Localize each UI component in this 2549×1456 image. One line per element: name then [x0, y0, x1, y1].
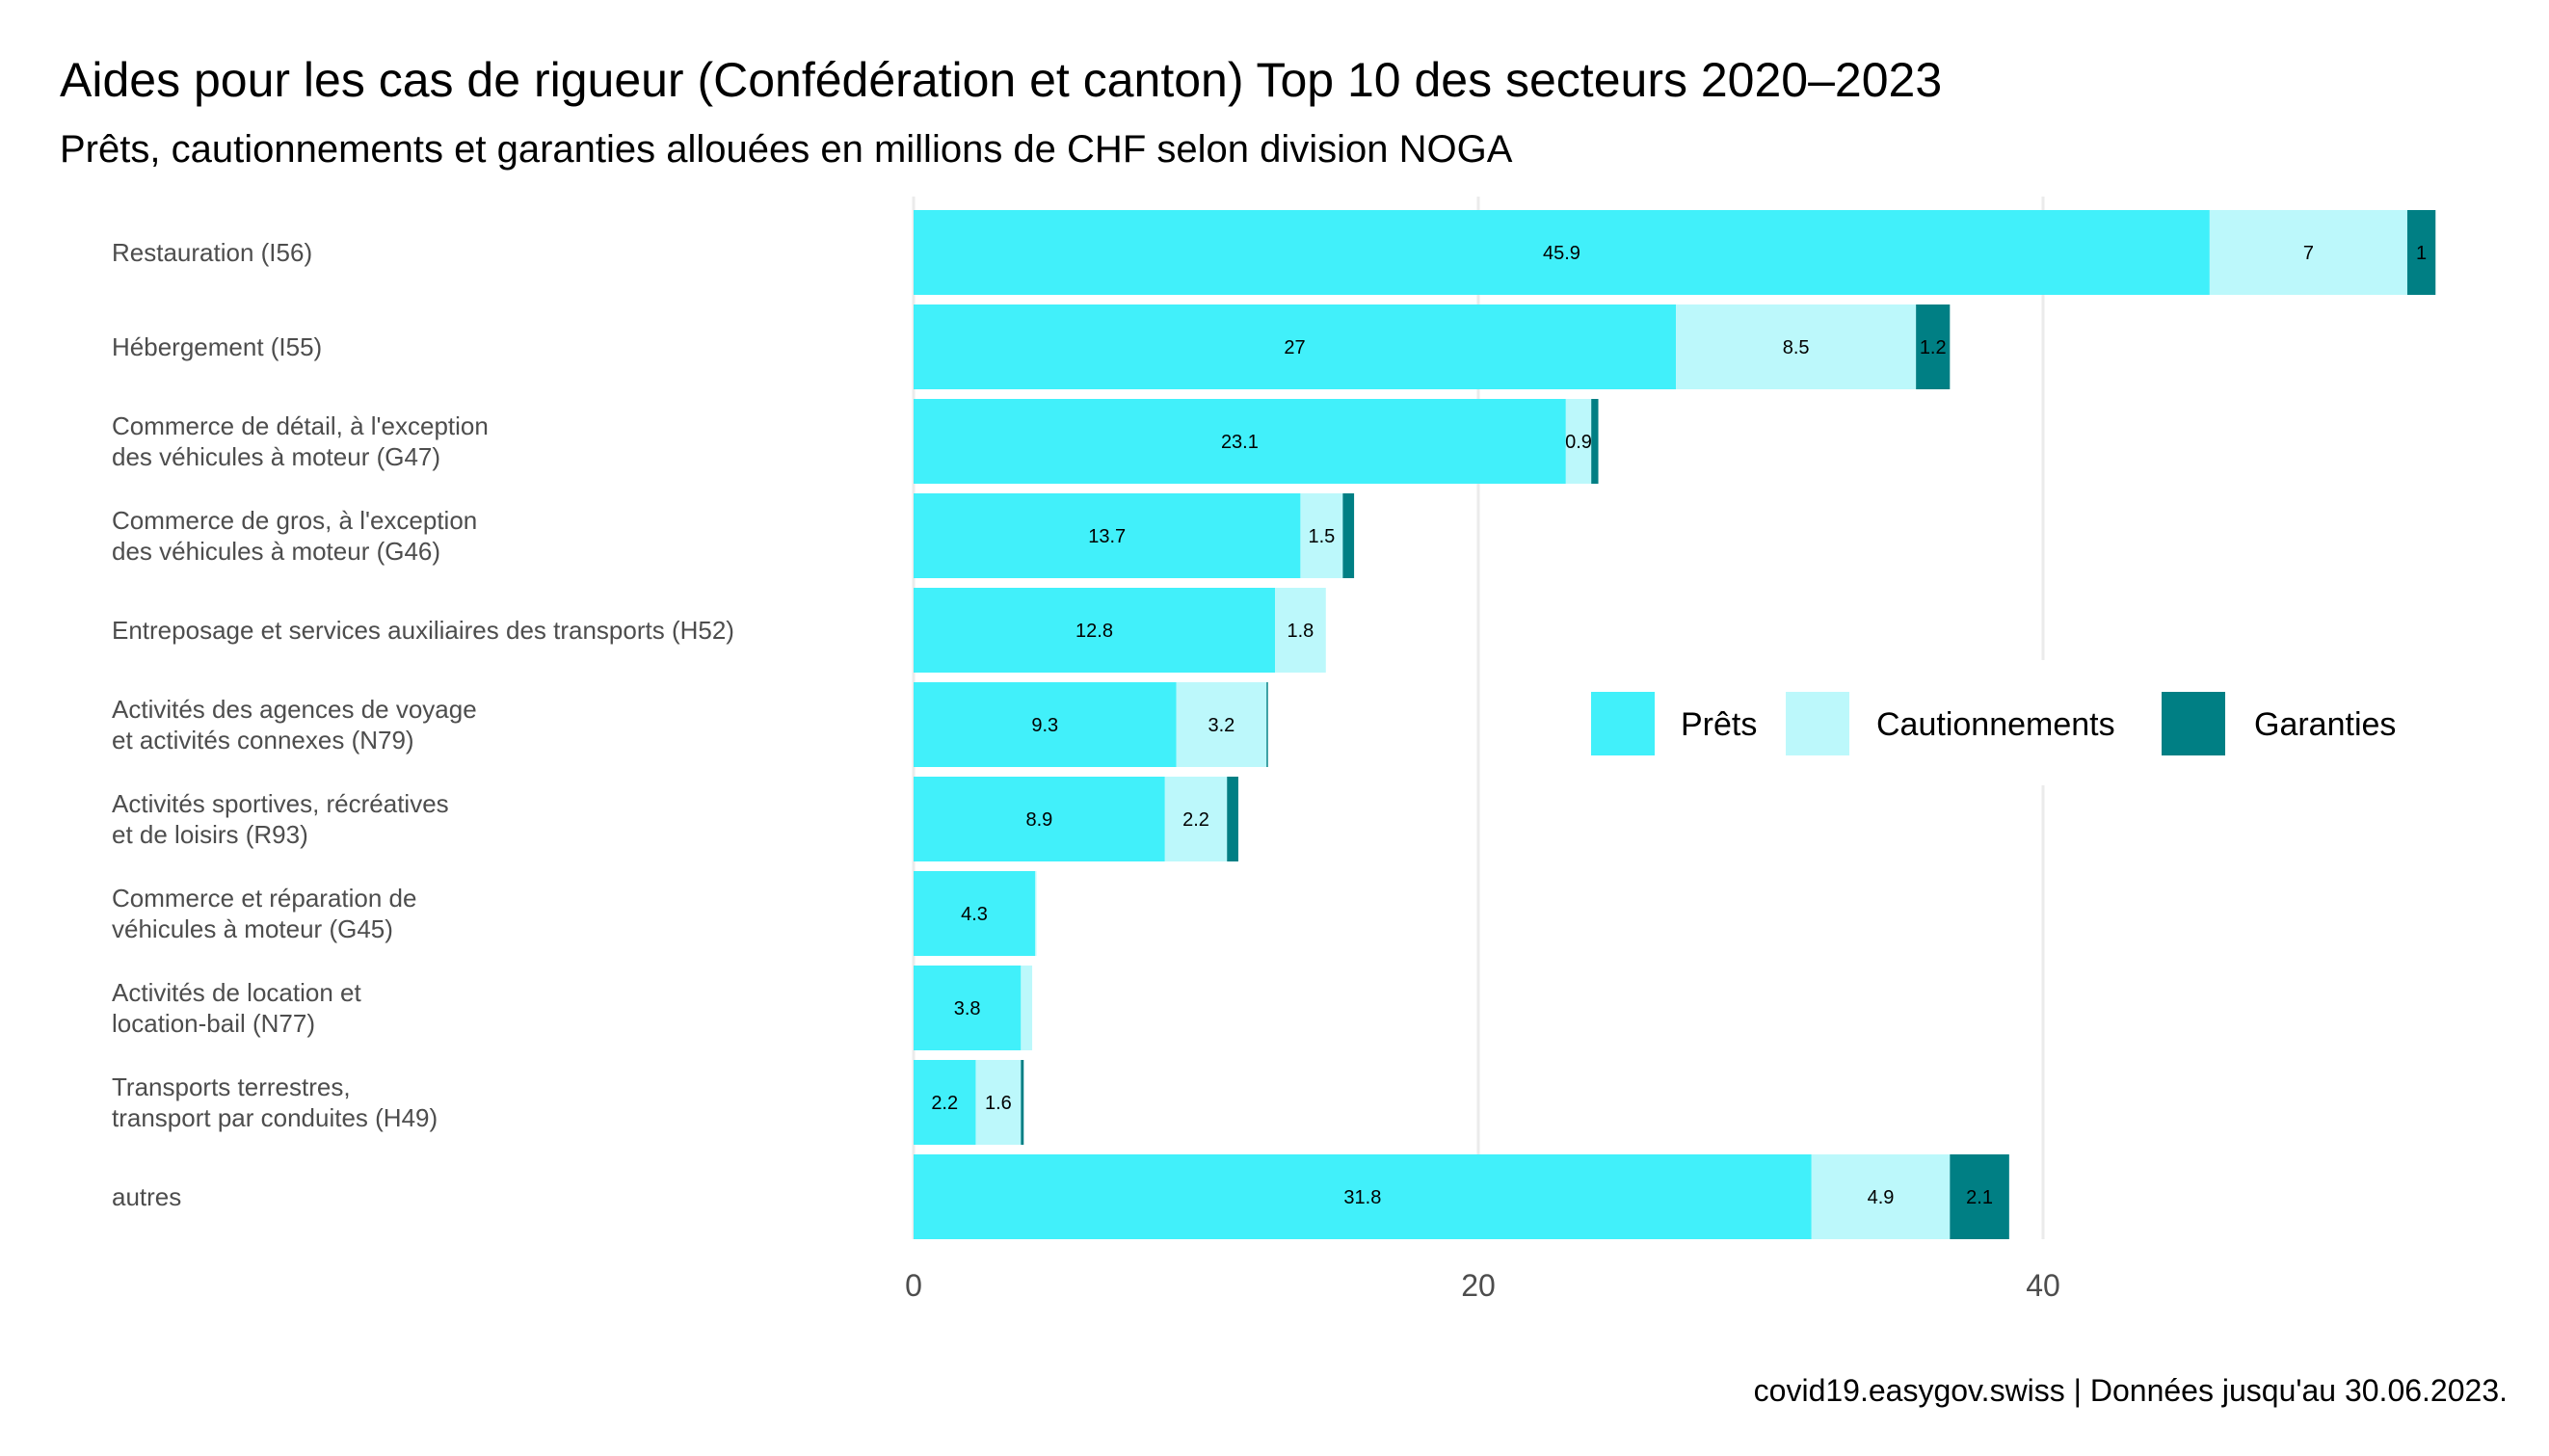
bar-1-2 [1565, 399, 1592, 484]
category-label-1: Hébergement (I55) [112, 332, 322, 361]
data-label-0-1: 27 [1284, 337, 1305, 358]
data-label-1-1: 8.5 [1783, 337, 1810, 358]
x-tick-label-1: 20 [1461, 1268, 1496, 1303]
bar-0-7 [914, 871, 1035, 956]
bar-0-10 [914, 1154, 1812, 1239]
bar-2-10 [1950, 1154, 2009, 1239]
category-label-5: Activités des agences de voyage et activi… [112, 695, 477, 754]
bar-1-10 [1811, 1154, 1951, 1239]
bar-0-8 [914, 966, 1022, 1050]
bar-1-6 [1164, 777, 1228, 861]
bar-2-0 [2406, 210, 2436, 295]
data-label-0-10: 31.8 [1343, 1187, 1381, 1208]
legend-key-0 [1591, 692, 1655, 755]
bar-2-5 [1266, 682, 1268, 767]
data-label-0-7: 4.3 [961, 904, 988, 925]
data-label-0-0: 45.9 [1543, 243, 1580, 264]
bar-1-9 [975, 1060, 1022, 1145]
data-label-0-6: 8.9 [1025, 809, 1052, 831]
data-label-0-4: 12.8 [1075, 621, 1113, 642]
category-label-3: Commerce de gros, à l'exception des véhic… [112, 506, 477, 566]
bar-1-1 [1676, 304, 1917, 389]
x-axis-ticks: 0 20 40 [905, 1268, 2060, 1303]
category-labels: Restauration (I56) Hébergement (I55) Comme… [112, 238, 734, 1211]
bar-1-0 [2209, 210, 2407, 295]
legend: Prêts Cautionnements Garanties [1571, 660, 2429, 785]
bar-0-2 [914, 399, 1566, 484]
legend-label-1: Cautionnements [1876, 706, 2115, 743]
data-label-0-8: 3.8 [954, 998, 981, 1019]
bar-1-5 [1176, 682, 1267, 767]
data-label-0-2: 23.1 [1221, 432, 1259, 453]
data-label-1-2: 0.9 [1565, 432, 1592, 453]
data-label-1-9: 1.6 [985, 1093, 1012, 1114]
x-tick-label-0: 0 [905, 1268, 922, 1303]
bar-0-4 [914, 588, 1276, 673]
data-label-0-9: 2.2 [931, 1093, 958, 1114]
category-label-2: Commerce de détail, à l'exception des véh… [112, 411, 489, 471]
bar-0-6 [914, 777, 1165, 861]
data-label-2-0: 1 [2416, 243, 2427, 264]
bar-2-1 [1916, 304, 1951, 389]
category-label-4: Entreposage et services auxiliaires des … [112, 616, 734, 645]
bar-2-6 [1227, 777, 1238, 861]
category-label-7: Commerce et réparation de véhicules à mot… [112, 884, 416, 943]
bar-2-3 [1342, 493, 1355, 578]
bar-0-5 [914, 682, 1177, 767]
chart-subtitle: Prêts, cautionnements et garanties allou… [60, 128, 1513, 171]
data-label-2-10: 2.1 [1966, 1187, 1993, 1208]
bar-0-0 [914, 210, 2210, 295]
data-label-1-0: 7 [2303, 243, 2314, 264]
bar-2-2 [1591, 399, 1599, 484]
category-label-0: Restauration (I56) [112, 238, 312, 267]
legend-label-2: Garanties [2254, 706, 2396, 743]
category-label-6: Activités sportives, récréatives et de lo… [112, 789, 449, 849]
data-label-1-4: 1.8 [1288, 621, 1314, 642]
bar-1-4 [1275, 588, 1326, 673]
bar-1-3 [1300, 493, 1343, 578]
data-label-1-5: 3.2 [1208, 715, 1235, 736]
chart-caption: covid19.easygov.swiss | Données jusqu'au… [1754, 1373, 2508, 1408]
chart-title: Aides pour les cas de rigueur (Confédéra… [60, 53, 1942, 107]
category-label-9: Transports terrestres, transport par cond… [112, 1072, 438, 1132]
bar-2-9 [1021, 1060, 1024, 1145]
data-label-1-6: 2.2 [1182, 809, 1209, 831]
bar-0-1 [914, 304, 1677, 389]
category-label-10: autres [112, 1182, 181, 1211]
legend-key-1 [1786, 692, 1849, 755]
data-label-0-5: 9.3 [1031, 715, 1058, 736]
bar-0-3 [914, 493, 1301, 578]
data-label-1-10: 4.9 [1868, 1187, 1895, 1208]
category-label-8: Activités de location et location-bail (N… [112, 978, 361, 1038]
x-tick-label-2: 40 [2026, 1268, 2060, 1303]
bar-1-8 [1021, 966, 1033, 1050]
data-label-2-1: 1.2 [1920, 337, 1947, 358]
legend-label-0: Prêts [1681, 706, 1757, 743]
bar-1-7 [1034, 871, 1037, 956]
bars: 45.9 7 1 27 8.5 1.2 23.1 0.9 13.7 1.5 12.8 1.8 9.3 3.… [914, 210, 2436, 1239]
data-label-1-3: 1.5 [1308, 526, 1335, 547]
legend-background [1571, 660, 2429, 785]
bar-0-9 [914, 1060, 976, 1145]
data-label-0-3: 13.7 [1088, 526, 1126, 547]
legend-key-2 [2162, 692, 2225, 755]
